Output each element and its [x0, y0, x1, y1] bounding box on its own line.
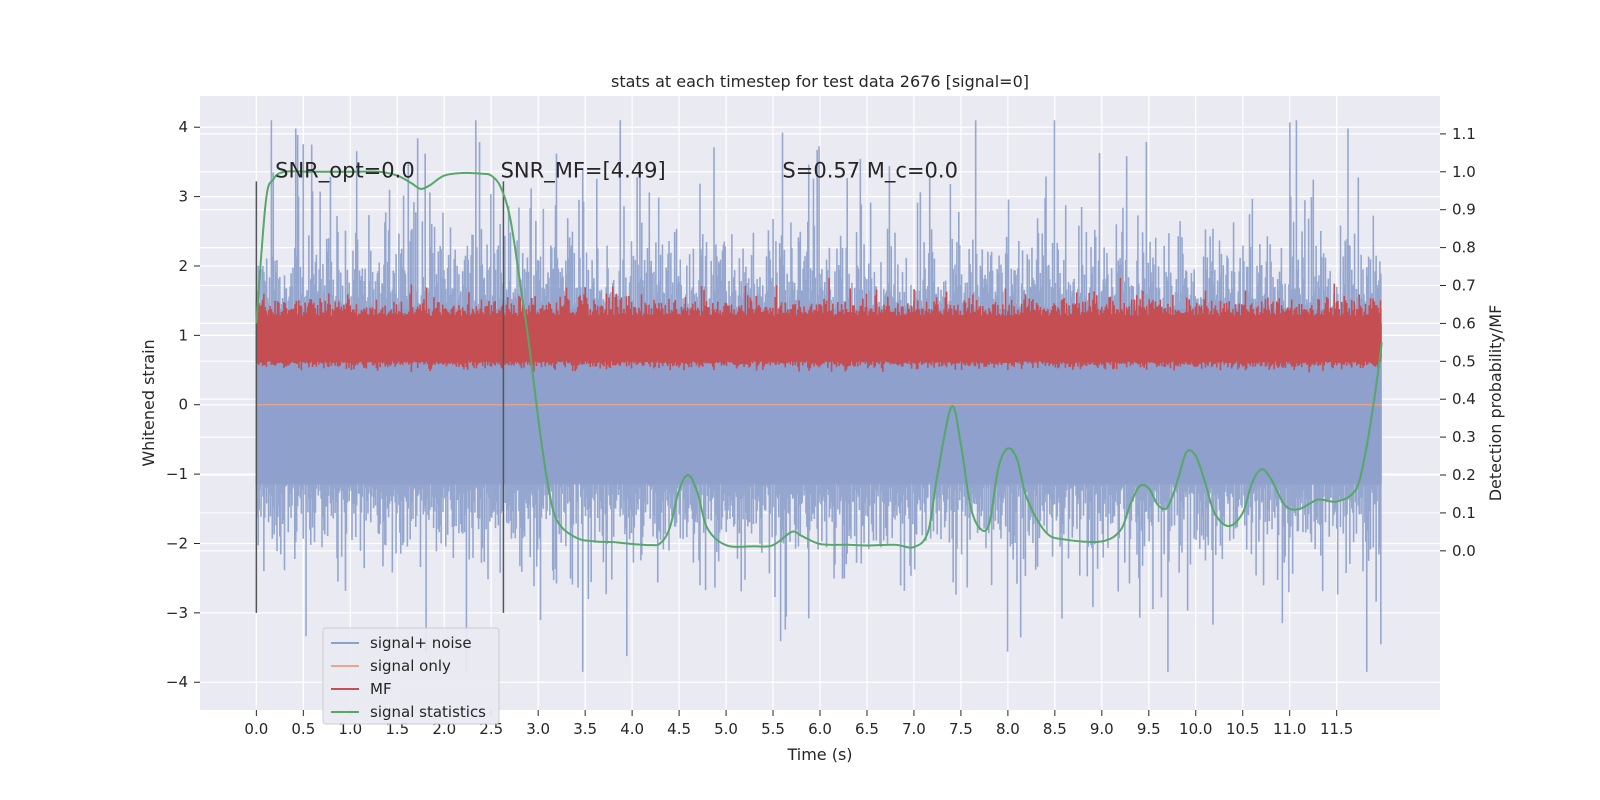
- series-signal-statistics: [255, 170, 1383, 549]
- x-tick-label: 6.5: [855, 720, 879, 738]
- x-tick-label: 9.5: [1137, 720, 1161, 738]
- x-tick-label: 4.5: [667, 720, 691, 738]
- y-right-tick-label: 0.9: [1452, 201, 1476, 219]
- x-tick-label: 10.5: [1226, 720, 1259, 738]
- y-right-tick-label: 0.2: [1452, 466, 1476, 484]
- y-right-tick-label: 0.1: [1452, 504, 1476, 522]
- series-mf-core: [256, 323, 1382, 358]
- legend-label: signal+ noise: [370, 634, 472, 652]
- x-tick-label: 4.0: [620, 720, 644, 738]
- plot-content: [255, 120, 1383, 672]
- x-tick-label: 5.5: [761, 720, 785, 738]
- y-left-tick-label: 3: [178, 188, 188, 206]
- x-tick-label: 5.0: [714, 720, 738, 738]
- x-tick-label: 7.0: [902, 720, 926, 738]
- annotation-text: S=0.57 M_c=0.0: [782, 158, 958, 183]
- legend-label: signal statistics: [370, 703, 486, 721]
- x-tick-label: 0.0: [244, 720, 268, 738]
- y-right-tick-label: 0.6: [1452, 314, 1476, 332]
- x-tick-label: 3.0: [526, 720, 550, 738]
- x-tick-label: 3.5: [573, 720, 597, 738]
- x-tick-label: 0.5: [291, 720, 315, 738]
- y-right-tick-label: 0.5: [1452, 352, 1476, 370]
- y-right-axis-label: Detection probability/MF: [1486, 305, 1505, 502]
- y-right-tick-label: 1.0: [1452, 163, 1476, 181]
- y-left-tick-label: −4: [166, 673, 188, 691]
- y-left-tick-label: −1: [166, 465, 188, 483]
- y-left-tick-label: 1: [178, 326, 188, 344]
- y-left-tick-label: 4: [178, 118, 188, 136]
- y-right-axis-ticks: 0.0 0.1 0.2 0.3 0.4 0.5 0.6 0.7 0.8 0.9 1.0 1.1: [1440, 125, 1476, 560]
- y-left-tick-label: 2: [178, 257, 188, 275]
- x-axis-label: Time (s): [786, 745, 852, 764]
- y-left-tick-label: −3: [166, 604, 188, 622]
- x-tick-label: 8.0: [996, 720, 1020, 738]
- y-right-tick-label: 0.4: [1452, 390, 1476, 408]
- x-tick-label: 9.0: [1090, 720, 1114, 738]
- legend: signal+ noise signal only MF signal statist…: [322, 627, 500, 725]
- annotations: SNR_opt=0.0 SNR_MF=[4.49] S=0.57 M_c=0.0: [275, 158, 958, 183]
- x-tick-label: 6.0: [808, 720, 832, 738]
- annotation-text: SNR_MF=[4.49]: [501, 158, 666, 183]
- y-left-axis-label: Whitened strain: [139, 339, 158, 466]
- y-left-tick-label: −2: [166, 534, 188, 552]
- legend-box: [322, 627, 500, 725]
- x-tick-label: 11.0: [1273, 720, 1306, 738]
- annotation-text: SNR_opt=0.0: [275, 158, 415, 183]
- y-right-tick-label: 0.8: [1452, 239, 1476, 257]
- y-right-tick-label: 1.1: [1452, 125, 1476, 143]
- legend-label: MF: [370, 680, 392, 698]
- y-left-axis-ticks: −4 −3 −2 −1 0 1 2 3 4: [166, 118, 200, 691]
- y-right-tick-label: 0.0: [1452, 542, 1476, 560]
- x-tick-label: 8.5: [1043, 720, 1067, 738]
- x-tick-label: 10.0: [1179, 720, 1212, 738]
- y-right-tick-label: 0.7: [1452, 277, 1476, 295]
- y-left-tick-label: 0: [178, 396, 188, 414]
- y-right-tick-label: 0.3: [1452, 428, 1476, 446]
- x-tick-label: 7.5: [949, 720, 973, 738]
- chart-title: stats at each timestep for test data 267…: [611, 72, 1029, 91]
- legend-label: signal only: [370, 657, 451, 675]
- x-tick-label: 11.5: [1320, 720, 1353, 738]
